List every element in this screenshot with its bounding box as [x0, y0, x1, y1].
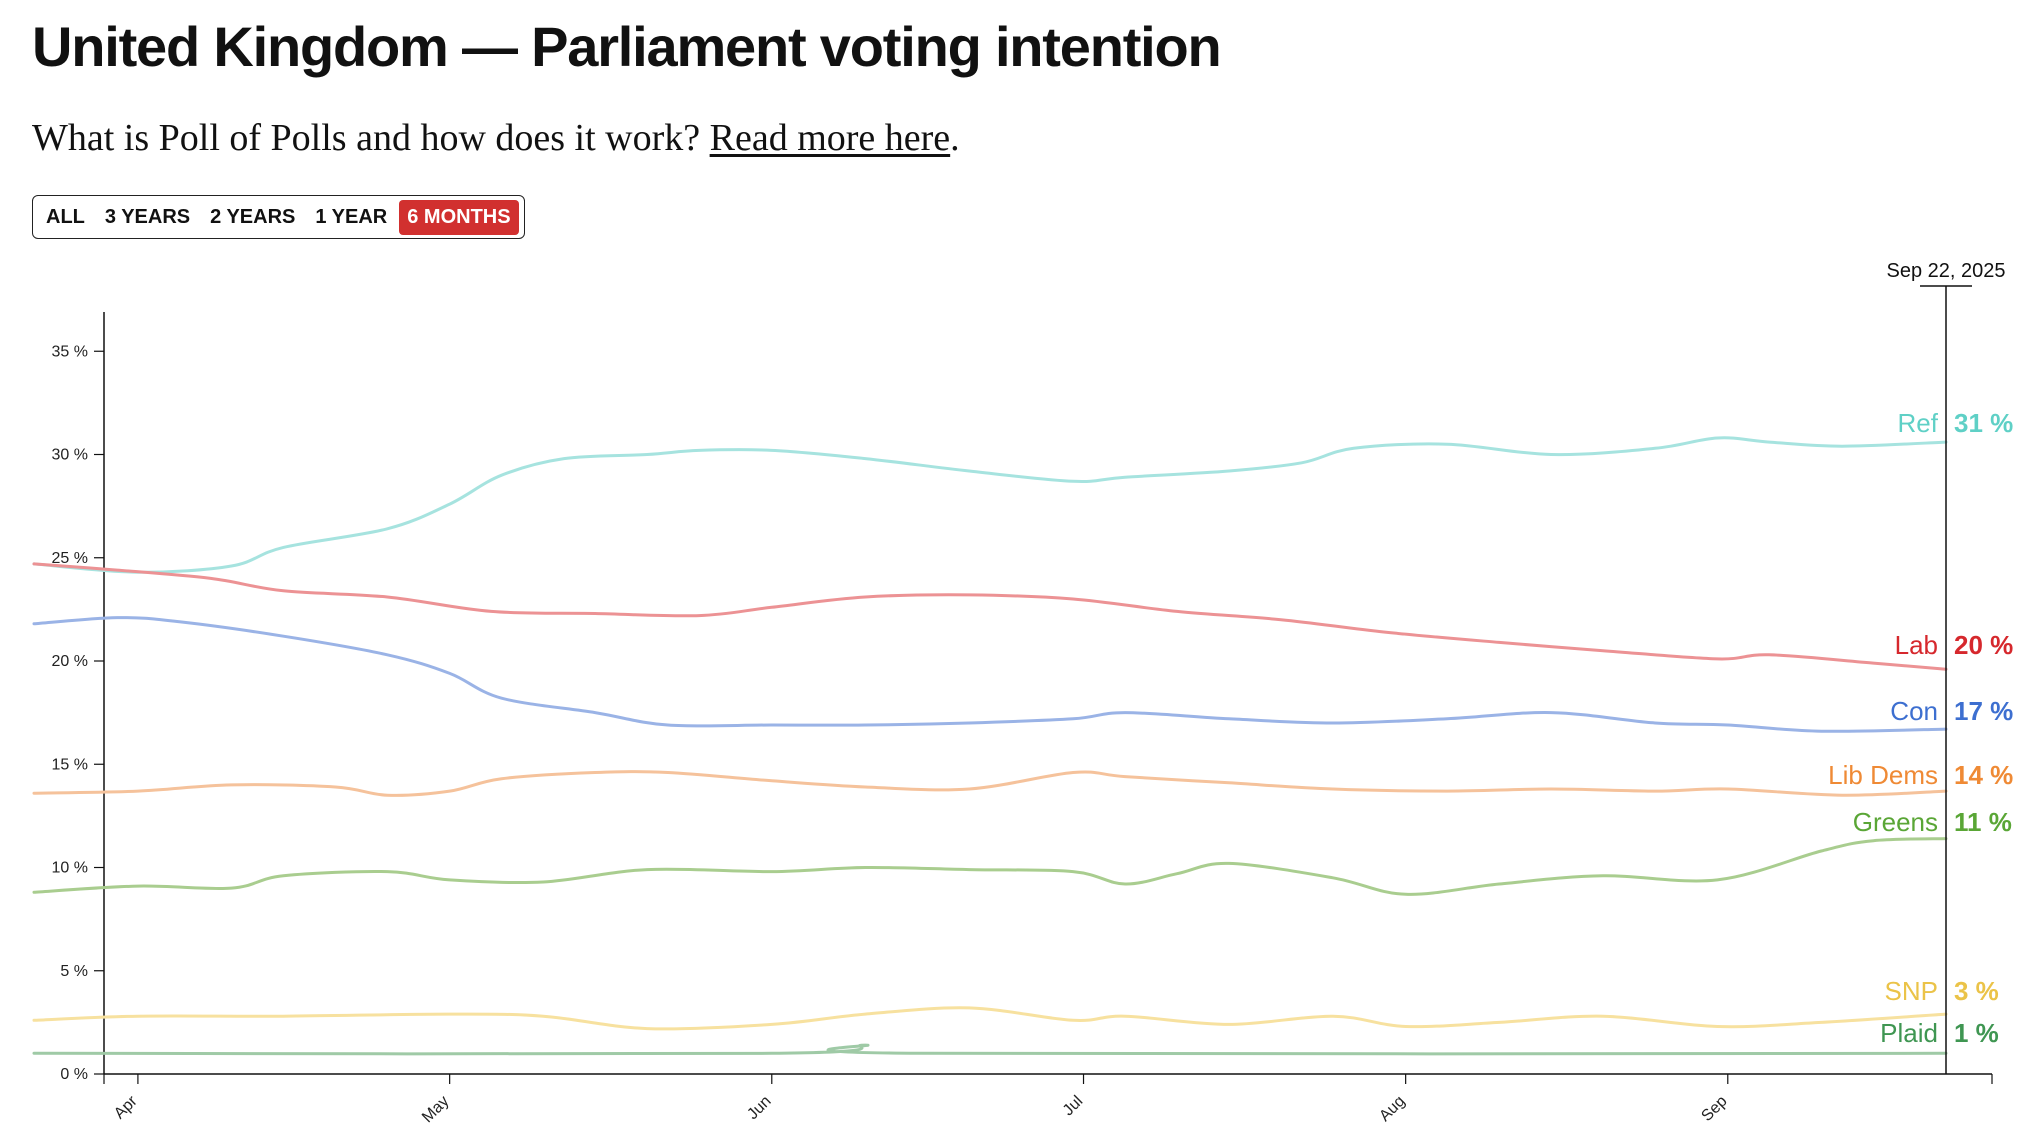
range-3-years-button[interactable]: 3 YEARS [97, 200, 198, 235]
x-tick-label: Apr [111, 1092, 141, 1122]
series-value-plaid: 1 % [1954, 1018, 1999, 1048]
series-line-lab [32, 562, 1948, 671]
x-axis: Apr May Jun Jul Aug Sep [103, 1073, 1993, 1126]
page-title: United Kingdom — Parliament voting inten… [32, 15, 1222, 78]
range-all-button[interactable]: ALL [38, 200, 93, 235]
x-tick-label: Aug [1376, 1093, 1408, 1125]
date-cursor[interactable]: Sep 22, 2025 [1887, 260, 2006, 1074]
x-tick-label: Jul [1060, 1093, 1086, 1119]
series-line-greens [32, 837, 1948, 896]
series-line-ref [32, 436, 1948, 574]
read-more-link[interactable]: Read more here [709, 117, 951, 159]
x-tick-label: Sep [1698, 1093, 1730, 1125]
series-line-con [32, 616, 1948, 733]
y-tick-label: 25 % [52, 550, 88, 567]
series-value-snp: 3 % [1954, 976, 1999, 1006]
series-end-labels: Ref 31 % Lab 20 % Con 17 % Lib Dems 14 % Greens 1… [1828, 408, 2013, 1048]
range-2-years-button[interactable]: 2 YEARS [202, 200, 303, 235]
series-line-plaid [32, 1043, 1948, 1056]
range-1-year-button[interactable]: 1 YEAR [307, 200, 395, 235]
subtitle-suffix: . [950, 117, 960, 159]
series-value-con: 17 % [1954, 696, 2013, 726]
page-subtitle: What is Poll of Polls and how does it wo… [32, 116, 960, 160]
series-value-ref: 31 % [1954, 408, 2013, 438]
y-tick-label: 5 % [60, 963, 88, 980]
series-lines [32, 436, 1948, 1056]
y-tick-label: 0 % [60, 1066, 88, 1083]
series-name-ref: Ref [1898, 408, 1939, 438]
y-tick-label: 10 % [52, 860, 88, 877]
series-value-greens: 11 % [1954, 807, 2012, 837]
y-tick-label: 30 % [52, 447, 88, 464]
x-tick-label: May [419, 1093, 452, 1126]
series-value-lab: 20 % [1954, 630, 2013, 660]
cursor-date-label: Sep 22, 2025 [1887, 260, 2006, 282]
y-tick-label: 20 % [52, 653, 88, 670]
y-axis: 0 % 5 % 10 % 15 % 20 % 25 % 30 % 35 % [52, 312, 105, 1083]
y-tick-label: 35 % [52, 343, 88, 360]
x-tick-label: Jun [744, 1093, 774, 1123]
series-value-lib-dems: 14 % [1954, 760, 2013, 790]
series-name-lab: Lab [1895, 630, 1938, 660]
series-name-snp: SNP [1885, 976, 1938, 1006]
series-name-lib-dems: Lib Dems [1828, 760, 1938, 790]
series-name-con: Con [1890, 696, 1938, 726]
subtitle-text: What is Poll of Polls and how does it wo… [32, 117, 710, 159]
time-range-selector: ALL 3 YEARS 2 YEARS 1 YEAR 6 MONTHS [32, 195, 525, 239]
y-tick-label: 15 % [52, 756, 88, 773]
series-line-snp [32, 1006, 1948, 1031]
range-6-months-button[interactable]: 6 MONTHS [399, 199, 519, 235]
series-name-plaid: Plaid [1880, 1018, 1938, 1048]
series-name-greens: Greens [1853, 807, 1938, 837]
series-line-lib-dems [32, 770, 1948, 797]
